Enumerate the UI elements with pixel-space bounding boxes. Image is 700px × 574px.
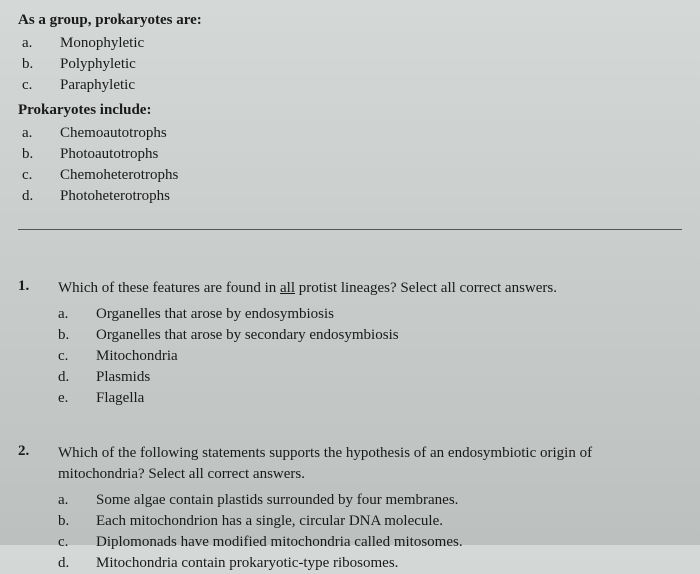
option-text: Polyphyletic [60,54,136,75]
option-text: Mitochondria [96,346,178,367]
option-letter: d. [58,553,96,574]
question-2: 2. Which of the following statements sup… [18,443,682,484]
option-letter: a. [22,33,60,54]
question-number: 1. [18,278,58,298]
option-row: a. Monophyletic [22,33,682,54]
option-letter: b. [22,144,60,165]
section-1-header: As a group, prokaryotes are: [18,12,682,29]
option-text: Plasmids [96,367,150,388]
option-text: Some algae contain plastids surrounded b… [96,490,458,511]
option-letter: d. [22,186,60,207]
option-row: b. Photoautotrophs [22,144,682,165]
option-row: d. Mitochondria contain prokaryotic-type… [58,553,682,574]
option-text: Organelles that arose by secondary endos… [96,325,399,346]
question-text: Which of the following statements suppor… [58,443,682,484]
option-row: d. Photoheterotrophs [22,186,682,207]
question-number: 2. [18,443,58,484]
option-text: Chemoautotrophs [60,123,167,144]
option-letter: a. [58,304,96,325]
option-row: a. Some algae contain plastids surrounde… [58,490,682,511]
option-letter: c. [22,165,60,186]
option-row: c. Diplomonads have modified mitochondri… [58,532,682,553]
option-letter: c. [58,532,96,553]
divider-line [18,229,682,230]
option-letter: d. [58,367,96,388]
option-row: b. Polyphyletic [22,54,682,75]
option-text: Diplomonads have modified mitochondria c… [96,532,463,553]
option-text: Organelles that arose by endosymbiosis [96,304,334,325]
section-1-suboptions: a. Chemoautotrophs b. Photoautotrophs c.… [22,123,682,207]
option-text: Mitochondria contain prokaryotic-type ri… [96,553,398,574]
section-1-subheader: Prokaryotes include: [18,102,682,119]
question-2-options: a. Some algae contain plastids surrounde… [58,490,682,574]
option-text: Flagella [96,388,144,409]
question-1: 1. Which of these features are found in … [18,278,682,298]
option-text: Paraphyletic [60,75,135,96]
option-row: c. Mitochondria [58,346,682,367]
section-1-options: a. Monophyletic b. Polyphyletic c. Parap… [22,33,682,96]
option-letter: e. [58,388,96,409]
option-row: e. Flagella [58,388,682,409]
option-text: Photoheterotrophs [60,186,170,207]
option-letter: a. [22,123,60,144]
option-row: c. Paraphyletic [22,75,682,96]
option-row: b. Organelles that arose by secondary en… [58,325,682,346]
question-1-options: a. Organelles that arose by endosymbiosi… [58,304,682,409]
section-1: As a group, prokaryotes are: a. Monophyl… [18,12,682,207]
option-row: a. Organelles that arose by endosymbiosi… [58,304,682,325]
option-letter: c. [22,75,60,96]
option-text: Each mitochondrion has a single, circula… [96,511,443,532]
option-letter: b. [58,511,96,532]
option-letter: c. [58,346,96,367]
option-text: Photoautotrophs [60,144,158,165]
option-row: a. Chemoautotrophs [22,123,682,144]
option-row: d. Plasmids [58,367,682,388]
option-letter: b. [22,54,60,75]
option-row: b. Each mitochondrion has a single, circ… [58,511,682,532]
option-text: Chemoheterotrophs [60,165,178,186]
q1-underlined: all [280,280,295,296]
question-text: Which of these features are found in all… [58,278,557,298]
q1-text-before: Which of these features are found in [58,280,280,296]
option-row: c. Chemoheterotrophs [22,165,682,186]
option-letter: b. [58,325,96,346]
option-letter: a. [58,490,96,511]
q1-text-after: protist lineages? Select all correct ans… [295,280,557,296]
option-text: Monophyletic [60,33,144,54]
